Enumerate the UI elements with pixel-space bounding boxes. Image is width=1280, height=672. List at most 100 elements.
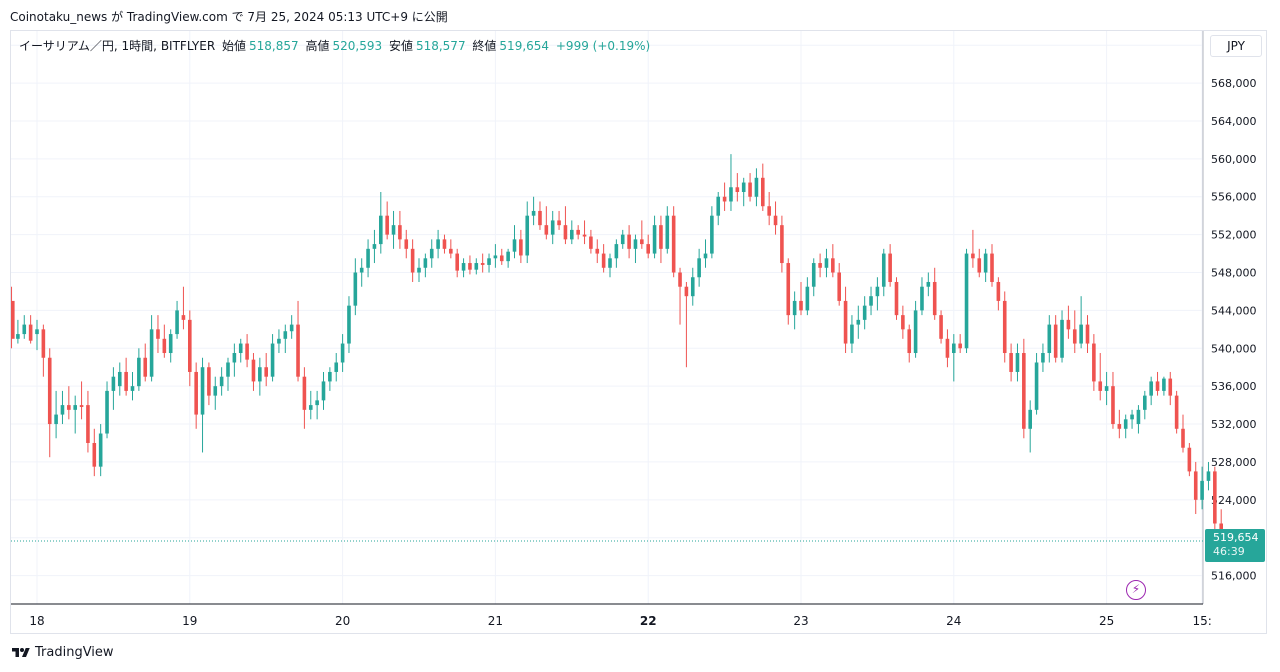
candle-body <box>404 239 409 249</box>
candle-body <box>258 367 262 382</box>
candle-up <box>105 381 109 439</box>
candle-body <box>270 343 275 377</box>
candle-body <box>741 182 746 193</box>
candle-body <box>1072 329 1077 344</box>
candle-body <box>703 253 708 259</box>
candle-body <box>773 215 778 226</box>
candle-up <box>436 229 440 259</box>
candle-body <box>391 225 396 235</box>
candle-up <box>60 390 65 425</box>
lightning-icon[interactable]: ⚡ <box>1126 580 1146 600</box>
candle-body <box>512 239 517 252</box>
candle-body <box>837 272 841 301</box>
candle-up <box>824 248 829 278</box>
candle-body <box>385 215 389 235</box>
candle-body <box>665 215 670 249</box>
candle-down <box>971 229 975 268</box>
candle-up <box>881 248 886 297</box>
ohlc-legend: イーサリアム／円, 1時間, BITFLYER 始値 518,857 高値 520,… <box>19 37 653 54</box>
x-tick-label: 20 <box>335 614 350 628</box>
chart-frame[interactable] <box>10 30 1267 634</box>
candle-down <box>67 386 71 420</box>
currency-selector[interactable]: JPY <box>1210 35 1262 57</box>
candle-body <box>818 263 822 268</box>
candle-body <box>436 239 440 249</box>
candle-body <box>232 353 237 363</box>
candle-up <box>512 225 517 259</box>
candle-body <box>1168 378 1173 396</box>
candle-up <box>149 315 154 382</box>
candle-body <box>722 196 727 202</box>
candle-up <box>964 248 969 354</box>
y-tick-label: 568,000 <box>1211 77 1257 90</box>
candle-up <box>792 291 797 330</box>
candle-body <box>958 343 962 349</box>
x-tick-label: 23 <box>793 614 808 628</box>
candle-body <box>710 215 714 254</box>
candle-body <box>862 305 867 320</box>
candle-body <box>926 281 931 287</box>
candle-body <box>289 324 294 332</box>
candle-up <box>620 229 625 249</box>
candle-up <box>289 315 294 339</box>
candle-up <box>232 343 237 377</box>
candle-body <box>659 225 663 249</box>
candle-body <box>678 272 682 287</box>
candle-up <box>35 319 39 351</box>
candle-down <box>576 225 580 240</box>
candle-up <box>200 357 205 453</box>
candle-up <box>238 338 243 363</box>
candle-body <box>1200 480 1204 500</box>
candle-down <box>601 244 606 273</box>
candle-down <box>1002 291 1007 363</box>
candle-down <box>499 248 504 265</box>
candle-up <box>117 362 122 396</box>
legend-high-value: 520,593 <box>332 39 383 53</box>
candle-body <box>780 225 784 264</box>
candle-up <box>137 348 141 391</box>
candle-down <box>410 239 415 282</box>
candle-up <box>1136 405 1141 434</box>
candle-up <box>175 300 179 339</box>
candle-body <box>1104 386 1109 391</box>
candle-body <box>894 281 899 316</box>
tradingview-logo[interactable]: TradingView <box>12 645 114 660</box>
candle-down <box>761 163 765 211</box>
candle-body <box>480 263 485 265</box>
candle-down <box>659 215 663 264</box>
candle-down <box>939 310 943 344</box>
candle-body <box>1155 381 1160 391</box>
candle-up <box>811 258 816 297</box>
candle-body <box>971 253 975 259</box>
candle-up <box>633 234 638 264</box>
candle-body <box>11 300 15 339</box>
candle-body <box>308 405 313 410</box>
candle-body <box>920 286 924 311</box>
publish-attribution: Coinotaku_news が TradingView.com で 7月 25… <box>10 10 448 24</box>
candle-up <box>983 248 988 282</box>
candle-body <box>1098 381 1103 391</box>
candle-body <box>321 381 326 401</box>
candle-body <box>359 267 364 273</box>
candle-body <box>608 258 612 268</box>
candle-body <box>901 315 905 330</box>
candle-down <box>1111 371 1115 429</box>
candle-up <box>22 315 27 339</box>
candle-body <box>627 234 631 249</box>
candle-body <box>417 267 421 273</box>
candle-body <box>1181 428 1185 448</box>
candle-body <box>684 286 689 297</box>
candle-body <box>245 343 249 360</box>
candle-up <box>130 371 135 401</box>
candle-up <box>1143 390 1147 420</box>
candle-body <box>47 357 52 425</box>
footer-brand: TradingView <box>35 645 114 660</box>
candle-body <box>869 296 873 306</box>
candle-body <box>576 229 580 235</box>
candle-body <box>194 371 198 415</box>
candle-down <box>1098 353 1103 401</box>
candles <box>11 154 1230 562</box>
candle-body <box>843 300 848 344</box>
candle-body <box>124 371 128 391</box>
